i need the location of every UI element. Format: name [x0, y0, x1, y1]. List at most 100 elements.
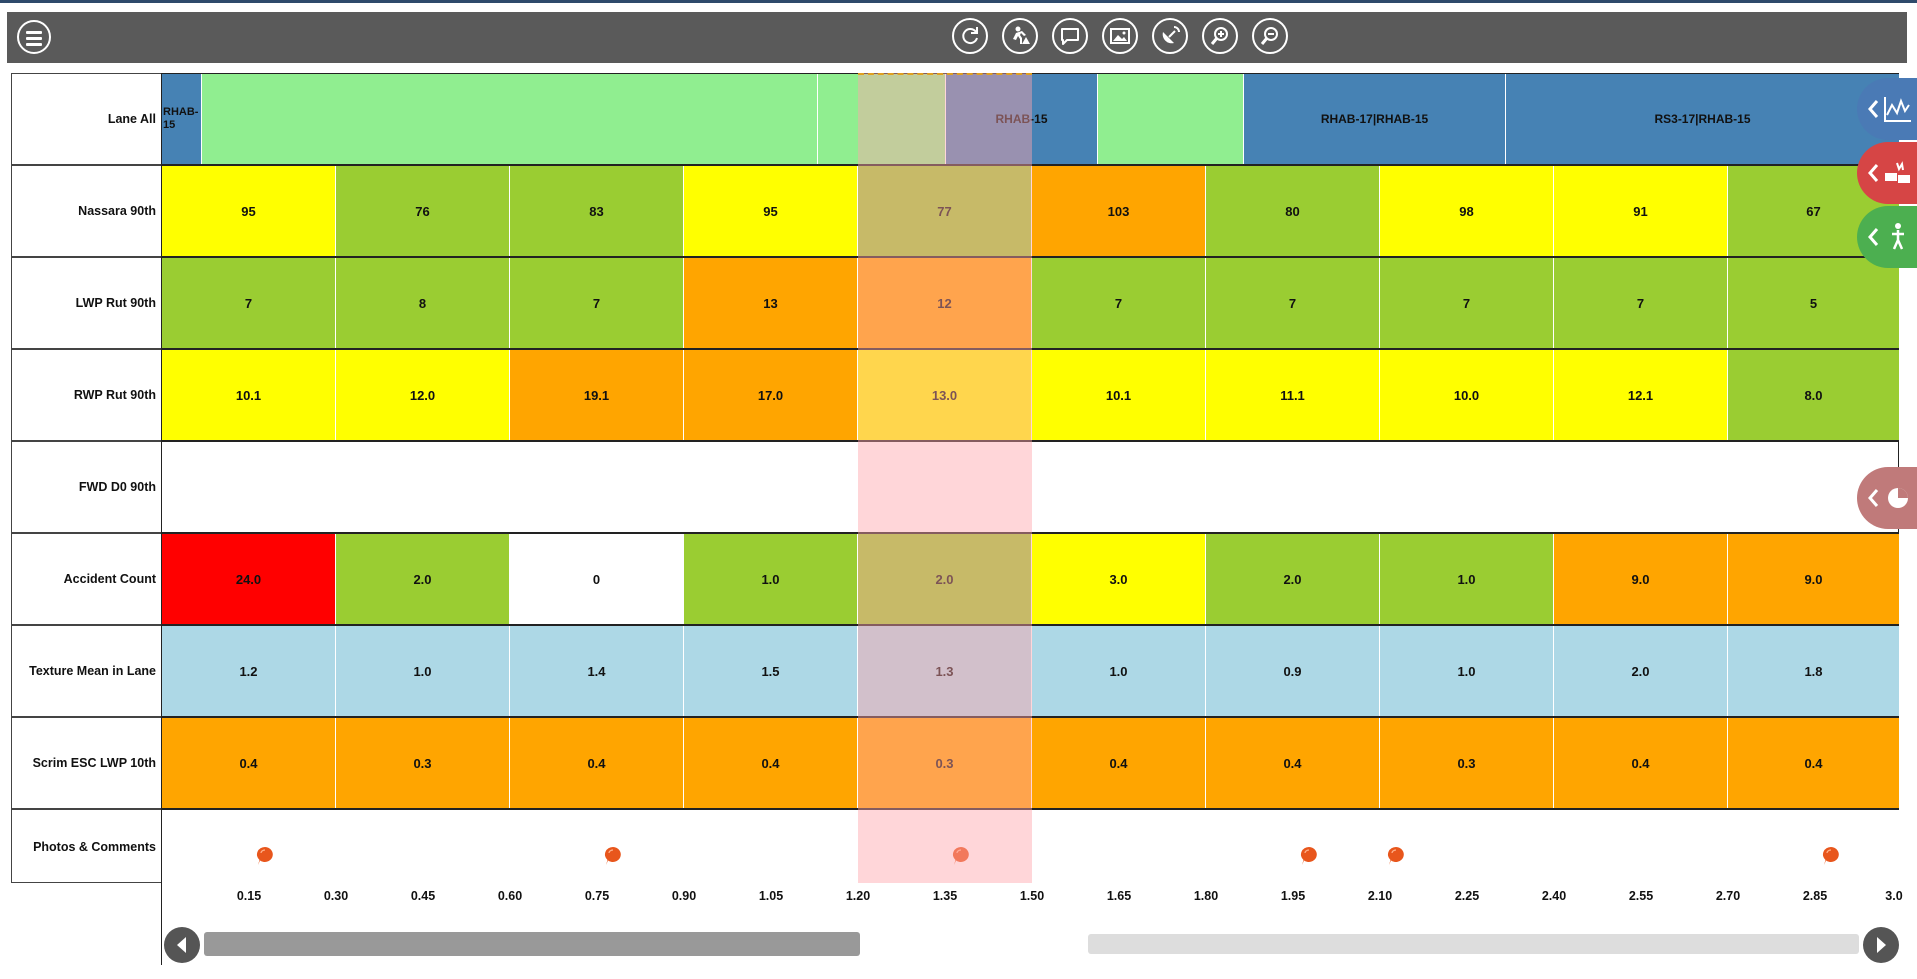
lwp-rut-cell[interactable]: 7	[510, 258, 684, 348]
photos-icon[interactable]	[1102, 18, 1138, 54]
accident-count-cell[interactable]: 2.0	[858, 534, 1032, 624]
texture-row: Texture Mean in Lane 1.2 1.0 1.4 1.5 1.3 1.0 0…	[11, 625, 1900, 717]
rwp-rut-cell[interactable]: 12.1	[1554, 350, 1728, 440]
rwp-rut-cell[interactable]: 8.0	[1728, 350, 1900, 440]
rwp-rut-cell[interactable]: 10.0	[1380, 350, 1554, 440]
rwp-rut-cell[interactable]: 10.1	[1032, 350, 1206, 440]
lane-segment[interactable]: RHAB- 15	[162, 74, 202, 164]
comment-pin-icon[interactable]	[1299, 846, 1319, 866]
scrim-esc-cell[interactable]: 0.3	[858, 718, 1032, 808]
lwp-rut-cell[interactable]: 12	[858, 258, 1032, 348]
texture-mean-cell[interactable]: 1.2	[162, 626, 336, 716]
lwp-rut-cell[interactable]: 7	[1554, 258, 1728, 348]
axis-tick-label: 0.60	[497, 889, 523, 903]
texture-mean-cell[interactable]: 1.5	[684, 626, 858, 716]
lwp-rut-cell[interactable]: 7	[1380, 258, 1554, 348]
scrollbar-track[interactable]	[1088, 934, 1859, 954]
accident-count-cell[interactable]: 1.0	[1380, 534, 1554, 624]
rwp-rut-cell[interactable]: 10.1	[162, 350, 336, 440]
accident-count-cell[interactable]: 0	[510, 534, 684, 624]
lane-segment[interactable]: RS3-17|RHAB-15	[1506, 74, 1900, 164]
side-pedestrian-button[interactable]	[1857, 206, 1917, 268]
comment-pin-icon[interactable]	[1386, 846, 1406, 866]
nassara-cell[interactable]: 80	[1206, 166, 1380, 256]
lane-segment[interactable]: RHAB-15	[946, 74, 1098, 164]
rwp-rut-cell[interactable]: 13.0	[858, 350, 1032, 440]
texture-mean-cell[interactable]: 1.0	[1032, 626, 1206, 716]
comment-pin-icon[interactable]	[255, 846, 275, 866]
lane-segment[interactable]	[202, 74, 818, 164]
rwp-cells: 10.1 12.0 19.1 17.0 13.0 10.1 11.1 10.0 12.1 8.0	[161, 349, 1900, 441]
accident-count-cell[interactable]: 1.0	[684, 534, 858, 624]
nassara-cells: 95 76 83 95 77 103 80 98 91 67	[161, 165, 1900, 257]
road-worker-icon[interactable]	[1002, 18, 1038, 54]
accident-count-cell[interactable]: 9.0	[1728, 534, 1900, 624]
rwp-rut-cell[interactable]: 11.1	[1206, 350, 1380, 440]
axis-tick-label: 1.05	[758, 889, 784, 903]
scrollbar-thumb[interactable]	[204, 932, 860, 956]
chainage-axis: 0.15 0.30 0.45 0.60 0.75 0.90 1.05 1.20 1.35 1.50…	[161, 883, 1903, 913]
row-label: FWD D0 90th	[11, 441, 161, 533]
lwp-rut-cell[interactable]: 7	[1206, 258, 1380, 348]
nassara-cell[interactable]: 91	[1554, 166, 1728, 256]
refresh-icon[interactable]	[952, 18, 988, 54]
texture-mean-cell[interactable]: 2.0	[1554, 626, 1728, 716]
accident-count-cell[interactable]: 24.0	[162, 534, 336, 624]
comment-pin-icon[interactable]	[1821, 846, 1841, 866]
comment-pin-icon[interactable]	[951, 846, 971, 866]
nassara-cell[interactable]: 95	[684, 166, 858, 256]
scroll-left-button[interactable]	[164, 927, 200, 963]
scrim-esc-cell[interactable]: 0.3	[336, 718, 510, 808]
side-accident-button[interactable]	[1857, 142, 1917, 204]
accident-count-cell[interactable]: 3.0	[1032, 534, 1206, 624]
scrim-esc-cell[interactable]: 0.4	[1554, 718, 1728, 808]
scrim-esc-cell[interactable]: 0.3	[1380, 718, 1554, 808]
accident-count-cell[interactable]: 9.0	[1554, 534, 1728, 624]
comment-pin-icon[interactable]	[603, 846, 623, 866]
texture-mean-cell[interactable]: 1.4	[510, 626, 684, 716]
lwp-rut-cell[interactable]: 13	[684, 258, 858, 348]
lane-segment[interactable]	[818, 74, 946, 164]
lane-segment[interactable]	[1098, 74, 1244, 164]
axis-tick-label: 0.15	[236, 889, 262, 903]
lwp-rut-cell[interactable]: 7	[1032, 258, 1206, 348]
comment-icon[interactable]	[1052, 18, 1088, 54]
texture-mean-cell[interactable]: 0.9	[1206, 626, 1380, 716]
lwp-rut-cell[interactable]: 5	[1728, 258, 1900, 348]
scrim-esc-cell[interactable]: 0.4	[684, 718, 858, 808]
scrim-esc-cell[interactable]: 0.4	[1032, 718, 1206, 808]
accident-count-cell[interactable]: 2.0	[336, 534, 510, 624]
rwp-rut-cell[interactable]: 19.1	[510, 350, 684, 440]
satellite-icon[interactable]	[1152, 18, 1188, 54]
side-chart-button[interactable]	[1857, 78, 1917, 140]
nassara-cell[interactable]: 76	[336, 166, 510, 256]
hamburger-menu-icon[interactable]	[17, 20, 51, 54]
texture-mean-cell[interactable]: 1.8	[1728, 626, 1900, 716]
scroll-right-button[interactable]	[1863, 927, 1899, 963]
nassara-cell[interactable]: 83	[510, 166, 684, 256]
nassara-cell[interactable]: 95	[162, 166, 336, 256]
axis-tick-label: 0.90	[671, 889, 697, 903]
zoom-out-icon[interactable]	[1252, 18, 1288, 54]
scrim-esc-cell[interactable]: 0.4	[162, 718, 336, 808]
scrim-esc-cell[interactable]: 0.4	[510, 718, 684, 808]
rwp-rut-cell[interactable]: 17.0	[684, 350, 858, 440]
nassara-cell[interactable]: 98	[1380, 166, 1554, 256]
nassara-cell[interactable]: 77	[858, 166, 1032, 256]
texture-mean-cell[interactable]: 1.0	[336, 626, 510, 716]
lane-segment[interactable]: RHAB-17|RHAB-15	[1244, 74, 1506, 164]
toolbar-tools	[952, 18, 1288, 54]
zoom-in-icon[interactable]	[1202, 18, 1238, 54]
accident-count-cell[interactable]: 2.0	[1206, 534, 1380, 624]
texture-mean-cell[interactable]: 1.0	[1380, 626, 1554, 716]
side-pie-chart-button[interactable]	[1857, 467, 1917, 529]
texture-mean-cell[interactable]: 1.3	[858, 626, 1032, 716]
lane-row: Lane All RHAB- 15 RHAB-15 RHAB-17|RHAB-15 R…	[11, 73, 1900, 165]
scrim-esc-cell[interactable]: 0.4	[1728, 718, 1900, 808]
nassara-cell[interactable]: 103	[1032, 166, 1206, 256]
rwp-rut-cell[interactable]: 12.0	[336, 350, 510, 440]
lwp-rut-cell[interactable]: 7	[162, 258, 336, 348]
lwp-rut-cell[interactable]: 8	[336, 258, 510, 348]
lane-cells: RHAB- 15 RHAB-15 RHAB-17|RHAB-15 RS3-17|RHA…	[161, 73, 1900, 165]
scrim-esc-cell[interactable]: 0.4	[1206, 718, 1380, 808]
